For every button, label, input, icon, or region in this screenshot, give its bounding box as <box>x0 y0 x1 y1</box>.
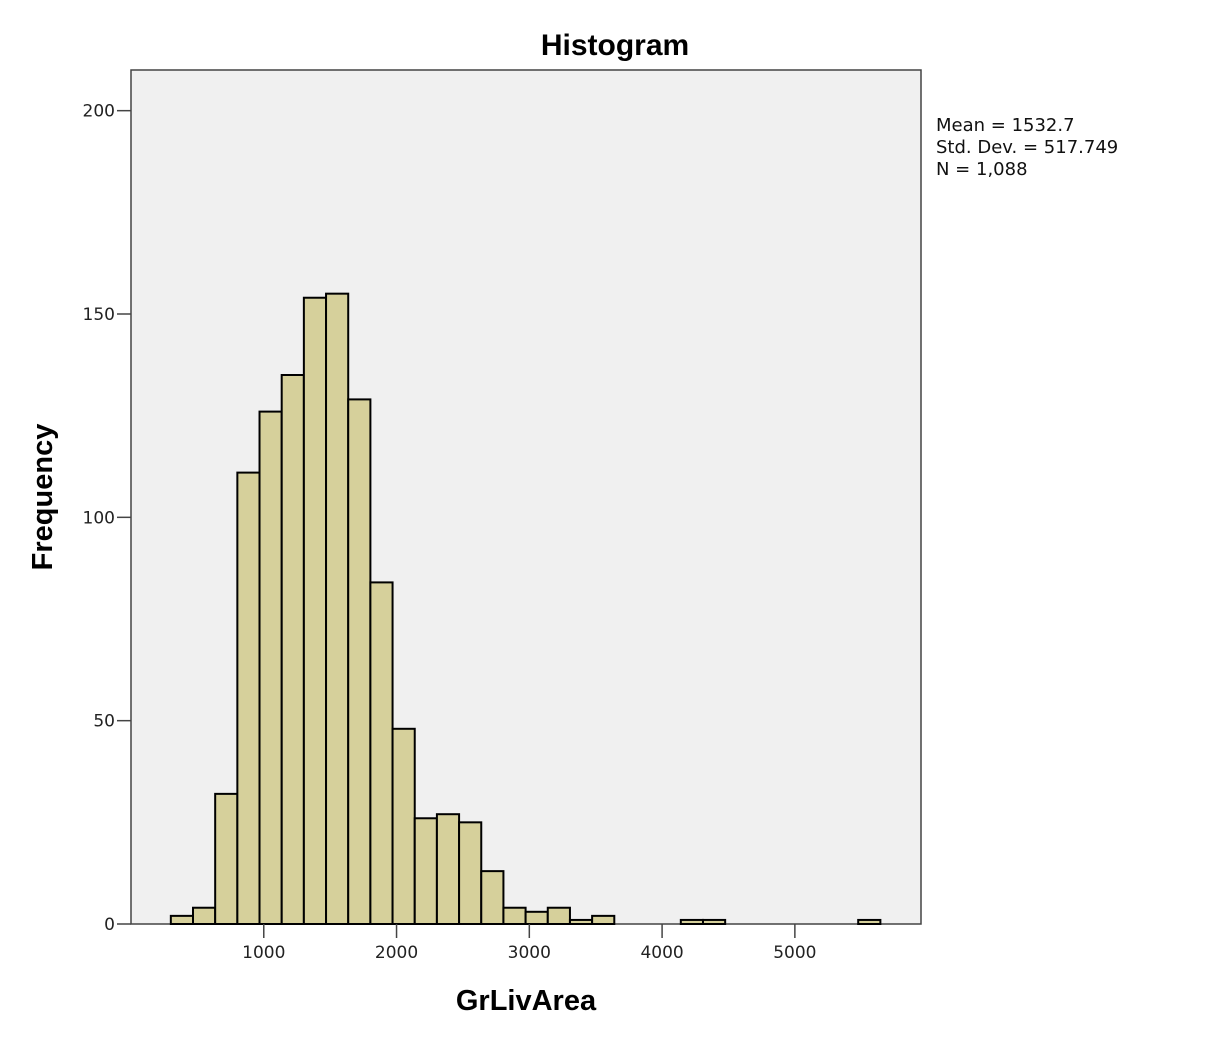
x-axis-title: GrLivArea <box>456 985 597 1017</box>
histogram-bar <box>391 727 416 925</box>
stats-box: Mean = 1532.7 Std. Dev. = 517.749 N = 1,… <box>936 115 1118 180</box>
y-axis-title: Frequency <box>27 424 59 571</box>
x-tick-label: 2000 <box>375 943 418 963</box>
bars-group <box>169 292 882 926</box>
histogram-bar <box>325 292 350 925</box>
histogram-bar <box>214 792 239 925</box>
histogram-bar <box>591 914 616 925</box>
y-tick-label: 0 <box>104 915 115 935</box>
histogram-bar <box>701 918 727 926</box>
stats-std-dev: Std. Dev. = 517.749 <box>936 137 1118 158</box>
x-tick-label: 3000 <box>508 943 551 963</box>
y-tick-label: 150 <box>83 305 115 325</box>
histogram-bar <box>480 870 505 926</box>
histogram-bar <box>347 398 372 925</box>
histogram-bar <box>258 410 283 926</box>
histogram-bar <box>568 918 594 926</box>
y-tick-label: 100 <box>83 508 115 528</box>
histogram-bar <box>679 918 704 926</box>
histogram-bar <box>458 821 483 925</box>
stats-mean: Mean = 1532.7 <box>936 115 1075 136</box>
histogram-bar <box>369 581 394 926</box>
histogram-bar <box>502 906 527 926</box>
histogram-bar <box>302 296 328 925</box>
y-axis: 0 50 100 150 200 <box>83 102 131 935</box>
x-tick-label: 4000 <box>640 943 683 963</box>
histogram-bar <box>280 374 305 925</box>
histogram-bar <box>546 906 571 926</box>
histogram-bar <box>524 910 549 925</box>
y-tick-label: 200 <box>83 102 115 122</box>
histogram-bar <box>857 918 882 926</box>
x-tick-label: 1000 <box>242 943 285 963</box>
x-axis: 1000 2000 3000 4000 5000 <box>242 924 816 963</box>
stats-n: N = 1,088 <box>936 159 1028 180</box>
x-tick-label: 5000 <box>773 943 816 963</box>
histogram-bar <box>169 914 195 925</box>
y-tick-label: 50 <box>93 712 115 732</box>
histogram-bar <box>192 906 217 926</box>
chart-title: Histogram <box>541 29 689 62</box>
histogram-bar <box>435 813 461 926</box>
histogram-bar <box>236 471 261 925</box>
histogram-bar <box>413 817 438 925</box>
